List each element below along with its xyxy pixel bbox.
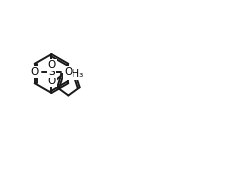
Text: O: O xyxy=(30,67,39,77)
Text: CH₃: CH₃ xyxy=(64,68,83,79)
Text: O: O xyxy=(47,76,55,86)
Text: S: S xyxy=(48,67,54,77)
Text: O: O xyxy=(47,60,55,70)
Text: O: O xyxy=(64,67,72,77)
